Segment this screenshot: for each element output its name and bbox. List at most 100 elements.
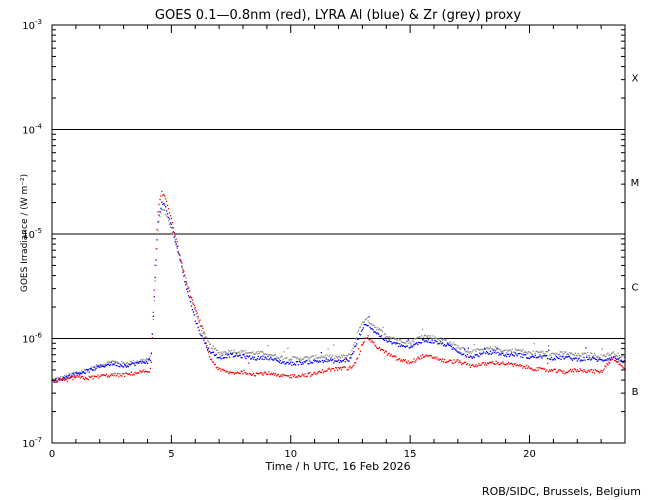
data-point xyxy=(536,367,538,369)
data-point xyxy=(593,372,596,374)
data-point xyxy=(401,360,404,362)
data-point xyxy=(495,349,497,351)
data-point xyxy=(616,361,619,363)
data-point xyxy=(97,374,99,376)
data-point xyxy=(491,361,493,363)
data-point xyxy=(352,347,354,349)
data-point xyxy=(176,247,178,250)
data-point xyxy=(349,357,351,359)
data-point xyxy=(302,363,304,365)
data-point xyxy=(181,266,183,268)
data-point xyxy=(317,371,320,373)
data-point xyxy=(320,371,323,374)
data-point xyxy=(67,377,69,379)
data-point xyxy=(456,350,458,353)
data-point xyxy=(472,364,474,366)
data-point xyxy=(364,337,366,339)
data-point xyxy=(623,367,625,370)
data-point xyxy=(163,209,165,212)
data-point xyxy=(523,354,525,356)
data-point xyxy=(176,241,178,243)
data-point xyxy=(285,357,287,360)
data-point xyxy=(339,359,342,362)
data-point xyxy=(174,235,176,237)
data-point xyxy=(411,340,413,343)
data-point xyxy=(269,358,271,360)
data-point xyxy=(463,362,465,364)
data-point xyxy=(442,361,445,363)
data-point xyxy=(512,365,514,367)
data-point xyxy=(112,360,114,362)
data-point xyxy=(542,355,544,357)
data-point xyxy=(511,348,514,350)
y-tick-label: 10-3 xyxy=(22,18,42,32)
data-point xyxy=(265,357,267,359)
data-point xyxy=(326,360,328,363)
data-point xyxy=(140,359,142,361)
data-point xyxy=(89,367,91,370)
data-point xyxy=(210,352,213,354)
data-point xyxy=(241,371,243,373)
data-point xyxy=(71,376,73,378)
data-point xyxy=(161,190,163,193)
data-point xyxy=(232,351,235,354)
data-point xyxy=(123,364,126,366)
data-point xyxy=(271,372,273,374)
data-point xyxy=(281,361,283,363)
data-point xyxy=(505,351,508,354)
data-point xyxy=(578,370,580,373)
data-point xyxy=(534,352,536,354)
data-point xyxy=(68,374,70,377)
data-point xyxy=(112,363,114,365)
data-point xyxy=(308,372,310,374)
data-point xyxy=(617,352,620,354)
data-point xyxy=(356,358,358,360)
data-point xyxy=(485,364,488,366)
data-point xyxy=(185,281,187,283)
data-point xyxy=(208,351,210,353)
data-point xyxy=(529,368,532,370)
data-point xyxy=(170,217,173,220)
data-point xyxy=(387,336,389,339)
data-point xyxy=(399,343,401,345)
data-point xyxy=(377,347,379,350)
data-point xyxy=(450,359,452,362)
data-point xyxy=(357,329,360,332)
data-point xyxy=(608,354,610,356)
data-point xyxy=(515,349,517,351)
data-point xyxy=(461,354,463,356)
data-point xyxy=(305,375,307,378)
data-point xyxy=(468,352,471,354)
data-point xyxy=(441,358,444,360)
data-point xyxy=(79,373,81,375)
data-point xyxy=(461,363,463,366)
data-point xyxy=(149,355,152,357)
data-point xyxy=(307,372,309,375)
data-point xyxy=(604,359,606,362)
data-point xyxy=(508,363,511,365)
data-point xyxy=(559,351,561,353)
data-point xyxy=(271,354,273,356)
data-point xyxy=(80,372,82,375)
data-point xyxy=(620,359,622,361)
data-point xyxy=(296,376,299,378)
data-point xyxy=(493,352,495,354)
data-point xyxy=(440,358,442,361)
data-point xyxy=(344,356,346,359)
data-point xyxy=(618,357,620,359)
data-point xyxy=(261,373,263,375)
data-point xyxy=(94,365,96,367)
data-point xyxy=(478,349,480,351)
data-point xyxy=(518,353,520,355)
data-point xyxy=(64,376,67,378)
data-point xyxy=(435,340,437,342)
data-point xyxy=(584,370,586,372)
data-point xyxy=(195,310,197,312)
data-point xyxy=(375,332,377,334)
data-point xyxy=(448,342,450,344)
data-point xyxy=(229,352,232,355)
data-point xyxy=(585,353,587,355)
data-point xyxy=(425,335,428,337)
data-point xyxy=(250,373,252,375)
data-point xyxy=(443,358,446,361)
